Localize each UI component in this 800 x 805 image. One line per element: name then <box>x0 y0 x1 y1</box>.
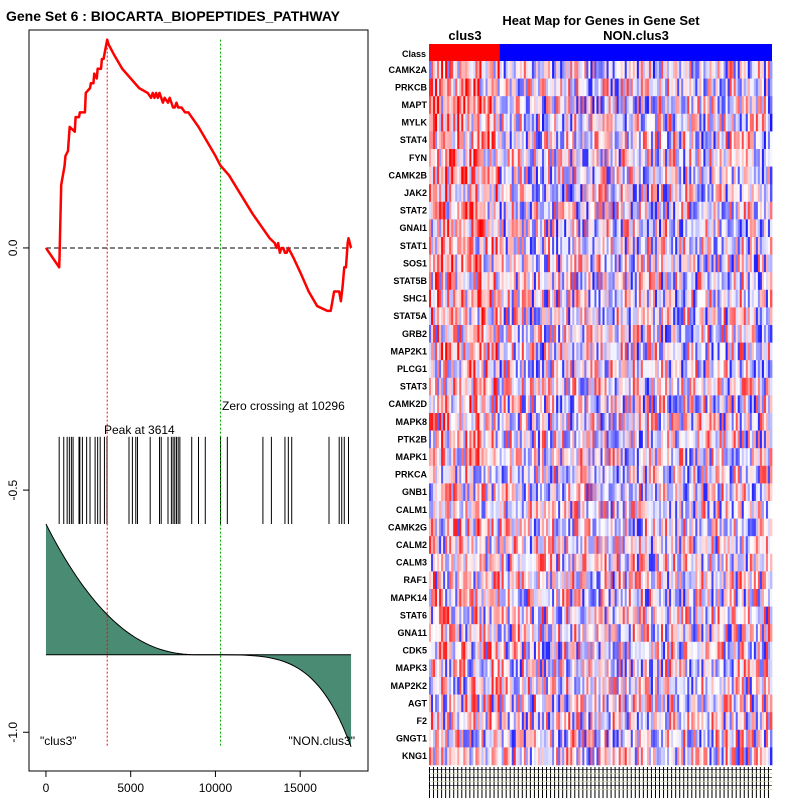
heatmap-cell <box>770 519 772 537</box>
enrichment-plot-title: Gene Set 6 : BIOCARTA_BIOPEPTIDES_PATHWA… <box>6 8 341 24</box>
heatmap-cell <box>770 360 772 378</box>
class-bar <box>429 44 772 61</box>
peak-annotation: Peak at 3614 <box>104 423 175 437</box>
heatmap-row <box>429 325 772 343</box>
gene-heatmap: Heat Map for Genes in Gene Set clus3 NON… <box>388 13 772 798</box>
heatmap-cell <box>770 237 772 255</box>
heatmap-row <box>429 61 772 79</box>
heatmap-row <box>429 149 772 167</box>
heatmap-row <box>429 131 772 149</box>
heatmap-row <box>429 79 772 97</box>
heatmap-cell <box>770 536 772 554</box>
right-class-annotation: "NON.clus3" <box>288 734 355 748</box>
heatmap-row <box>429 466 772 484</box>
zero-crossing-annotation: Zero crossing at 10296 <box>222 399 345 413</box>
heatmap-cell <box>770 448 772 466</box>
heatmap-row <box>429 501 772 519</box>
x-axis: 0 5000 10000 15000 <box>43 771 318 795</box>
heatmap-row <box>429 536 772 554</box>
heatmap-cell <box>770 343 772 361</box>
heatmap-row <box>429 184 772 202</box>
enrichment-plot: Gene Set 6 : BIOCARTA_BIOPEPTIDES_PATHWA… <box>6 8 368 795</box>
heatmap-cell <box>770 79 772 97</box>
heatmap-cell <box>770 413 772 431</box>
heatmap-row <box>429 431 772 449</box>
heatmap-row <box>429 96 772 114</box>
heatmap-cell <box>770 307 772 325</box>
heatmap-row <box>429 202 772 220</box>
heatmap-cell <box>770 431 772 449</box>
heatmap-cell <box>770 325 772 343</box>
heatmap-cell <box>770 290 772 308</box>
heatmap-row <box>429 448 772 466</box>
class-header-non-clus3: NON.clus3 <box>603 28 669 43</box>
heatmap-row <box>429 114 772 132</box>
heatmap-cell <box>770 272 772 290</box>
y-tick-label: -1.0 <box>6 722 20 743</box>
heatmap-row <box>429 219 772 237</box>
heatmap-cell <box>770 131 772 149</box>
class-row-label: Class <box>402 49 426 59</box>
heatmap-row <box>429 237 772 255</box>
heatmap-row <box>429 378 772 396</box>
heatmap-cell <box>770 96 772 114</box>
y-axis: 0.0 -0.5 -1.0 <box>6 239 29 742</box>
heatmap-row <box>429 343 772 361</box>
left-class-annotation: "clus3" <box>40 734 77 748</box>
heatmap-cell <box>770 255 772 273</box>
heatmap-cell <box>770 167 772 185</box>
heatmap-row <box>429 395 772 413</box>
heatmap-cells <box>429 61 772 765</box>
heatmap-row <box>429 554 772 572</box>
heatmap-cell <box>770 395 772 413</box>
es-line <box>46 40 351 311</box>
heatmap-row <box>429 483 772 501</box>
heatmap-cell <box>770 378 772 396</box>
heatmap-cell <box>770 114 772 132</box>
heatmap-row <box>429 360 772 378</box>
heatmap-row <box>429 255 772 273</box>
heatmap-cell <box>770 501 772 519</box>
heatmap-row <box>429 167 772 185</box>
heatmap-cell <box>770 466 772 484</box>
x-tick-label: 0 <box>43 781 50 795</box>
heatmap-cell <box>770 149 772 167</box>
heatmap-row <box>429 519 772 537</box>
heatmap-cell <box>770 61 772 79</box>
y-tick-label: -0.5 <box>6 479 20 500</box>
x-tick-label: 15000 <box>284 781 318 795</box>
ranked-metric-area <box>46 524 351 747</box>
heatmap-cell <box>770 483 772 501</box>
heatmap-cell <box>770 219 772 237</box>
x-tick-label: 5000 <box>117 781 144 795</box>
y-tick-label: 0.0 <box>6 239 20 256</box>
heatmap-row <box>429 413 772 431</box>
heatmap-row <box>429 307 772 325</box>
class-header-clus3: clus3 <box>448 28 481 43</box>
heatmap-cell <box>770 202 772 220</box>
class-bar-segment <box>429 44 499 61</box>
heatmap-title: Heat Map for Genes in Gene Set <box>502 13 700 28</box>
heatmap-row <box>429 290 772 308</box>
class-bar-segment <box>499 44 772 61</box>
x-tick-label: 10000 <box>199 781 233 795</box>
heatmap-cell <box>770 184 772 202</box>
heatmap-row <box>429 272 772 290</box>
